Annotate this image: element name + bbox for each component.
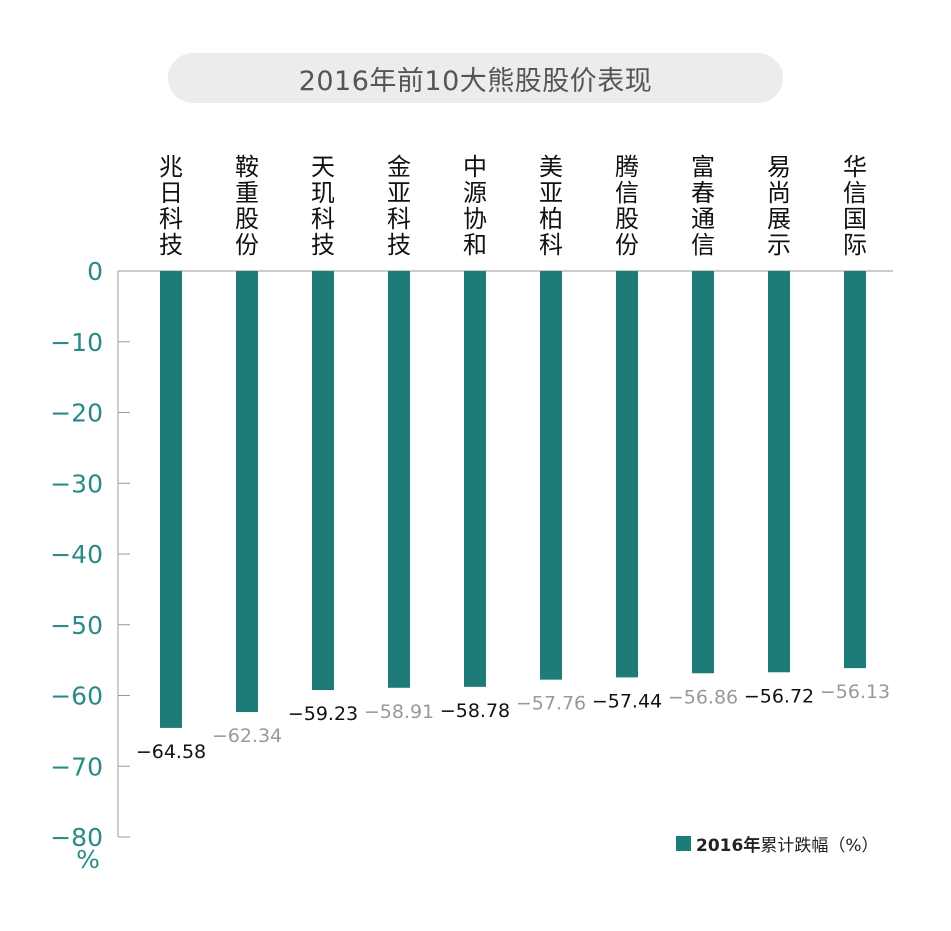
category-label: 中源协和 [463, 153, 487, 259]
y-tick-label: −50 [50, 611, 103, 640]
legend-year-label: 2016年 [696, 835, 761, 856]
data-label: −59.23 [288, 703, 358, 725]
data-label: −56.72 [744, 685, 814, 707]
category-label: 鞍重股份 [235, 153, 259, 259]
bar [540, 271, 562, 680]
data-label: −62.34 [212, 725, 282, 747]
y-tick-label: −60 [50, 682, 103, 711]
y-tick-label: 0 [87, 257, 103, 286]
y-axis-unit-label: % [76, 845, 100, 874]
y-tick-label: −10 [50, 328, 103, 357]
category-label: 易尚展示 [767, 153, 791, 259]
y-tick-label: −80 [50, 823, 103, 852]
bar [160, 271, 182, 728]
category-label: 腾信股份 [615, 153, 639, 259]
y-tick-label: −20 [50, 399, 103, 428]
legend-swatch [676, 835, 691, 851]
y-tick-label: −30 [50, 469, 103, 498]
bar [692, 271, 714, 674]
bar [844, 271, 866, 669]
category-label: 美亚柏科 [539, 153, 563, 259]
bar [388, 271, 410, 688]
data-label: −56.13 [820, 681, 890, 703]
data-label: −57.76 [516, 693, 586, 715]
data-label: −56.86 [668, 686, 738, 708]
category-label: 兆日科技 [159, 153, 183, 259]
bar [236, 271, 258, 713]
data-label: −58.91 [364, 701, 434, 723]
data-label: −64.58 [136, 741, 206, 763]
data-label: −57.44 [592, 690, 662, 712]
bar [616, 271, 638, 678]
category-label: 金亚科技 [387, 153, 411, 259]
data-label: −58.78 [440, 700, 510, 722]
y-tick-label: −40 [50, 540, 103, 569]
bar [312, 271, 334, 691]
bar [768, 271, 790, 673]
bar [464, 271, 486, 687]
category-label: 华信国际 [843, 153, 867, 259]
category-label: 天玑科技 [311, 153, 335, 259]
y-tick-label: −70 [50, 752, 103, 781]
category-label: 富春通信 [691, 153, 715, 259]
legend: 2016年 累计跌幅（%） [676, 832, 879, 856]
chart-title: 2016年前10大熊股股价表现 [168, 53, 783, 103]
legend-series-label: 累计跌幅（%） [760, 835, 879, 856]
